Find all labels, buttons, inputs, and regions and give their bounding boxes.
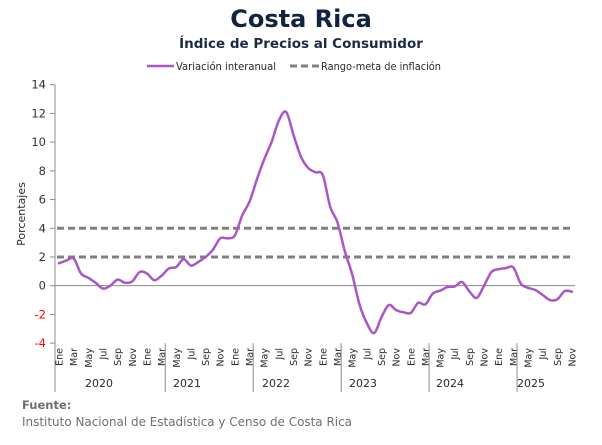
x-axis-year-groups: 2020 2021 2022 2023 2024 2025 (85, 343, 545, 392)
x-tick-label: Mar (245, 348, 256, 366)
series-group (57, 110, 574, 335)
x-tick-label: Sep (289, 348, 300, 366)
x-tick-label: Sep (553, 348, 564, 366)
chart-subtitle: Índice de Precios al Consumidor (179, 35, 423, 52)
y-tick-label: 4 (39, 221, 46, 235)
x-tick-label: Mar (509, 348, 520, 366)
reference-lines (57, 226, 573, 259)
x-tick-label: Jul (98, 348, 109, 360)
series-line-variacion-interanual (57, 110, 574, 335)
x-tick-label: Ene (406, 348, 417, 366)
x-tick-label: Sep (201, 348, 212, 366)
legend-label-rango-meta: Rango-meta de inflación (321, 61, 441, 73)
y-tick-label: 2 (39, 250, 46, 264)
y-axis-title: Porcentajes (15, 182, 28, 246)
chart-title: Costa Rica (230, 5, 372, 33)
x-tick-label: May (348, 348, 359, 368)
year-group-label: 2021 (173, 377, 201, 390)
y-tick-label: 8 (39, 164, 46, 178)
x-tick-label: Ene (142, 348, 153, 366)
x-tick-label: Mar (333, 348, 344, 366)
y-tick-label: 10 (31, 135, 46, 149)
x-tick-label: Mar (69, 348, 80, 366)
x-tick-label: May (172, 348, 183, 368)
axes (54, 84, 575, 392)
x-axis-month-labels: Ene Mar May Jul Sep Nov Ene Mar May Jul Sep Nov Ene M… (55, 348, 579, 368)
x-tick-label: Sep (465, 348, 476, 366)
source-label: Fuente: (22, 398, 71, 412)
x-tick-label: Sep (377, 348, 388, 366)
x-tick-label: Ene (230, 348, 241, 366)
x-tick-label: May (260, 348, 271, 368)
x-tick-label: Jul (362, 348, 373, 360)
year-group-label: 2025 (517, 377, 545, 390)
year-group-label: 2020 (85, 377, 113, 390)
y-axis-ticks: -4 -2 0 2 4 6 8 10 12 14 (31, 78, 55, 350)
x-tick-label: Jul (450, 348, 461, 360)
x-tick-label: Jul (274, 348, 285, 360)
y-tick-label: 14 (31, 78, 46, 92)
year-group-label: 2023 (349, 377, 377, 390)
y-tick-label: 12 (31, 106, 46, 120)
x-tick-label: Nov (480, 348, 491, 367)
legend: Variación interanual Rango-meta de infla… (147, 61, 441, 73)
x-tick-label: May (436, 348, 447, 368)
x-tick-label: May (524, 348, 535, 368)
source-text: Instituto Nacional de Estadística y Cens… (22, 414, 352, 429)
y-tick-label: -4 (35, 336, 46, 350)
x-tick-label: Ene (494, 348, 505, 366)
x-tick-label: Nov (216, 348, 227, 367)
x-tick-label: Nov (568, 348, 579, 367)
x-tick-label: Sep (113, 348, 124, 366)
y-tick-label: 0 (39, 279, 46, 293)
x-tick-label: May (84, 348, 95, 368)
year-group-label: 2024 (436, 377, 464, 390)
x-tick-label: Ene (318, 348, 329, 366)
y-tick-label: 6 (39, 193, 46, 207)
x-tick-label: Nov (304, 348, 315, 367)
x-tick-label: Nov (128, 348, 139, 367)
x-tick-label: Jul (538, 348, 549, 360)
x-tick-label: Mar (421, 348, 432, 366)
x-tick-label: Jul (186, 348, 197, 360)
year-group-label: 2022 (262, 377, 290, 390)
x-tick-label: Mar (157, 348, 168, 366)
x-tick-label: Nov (392, 348, 403, 367)
x-tick-label: Ene (55, 348, 66, 366)
legend-label-variacion-interanual: Variación interanual (176, 61, 276, 73)
y-tick-label: -2 (35, 307, 46, 321)
